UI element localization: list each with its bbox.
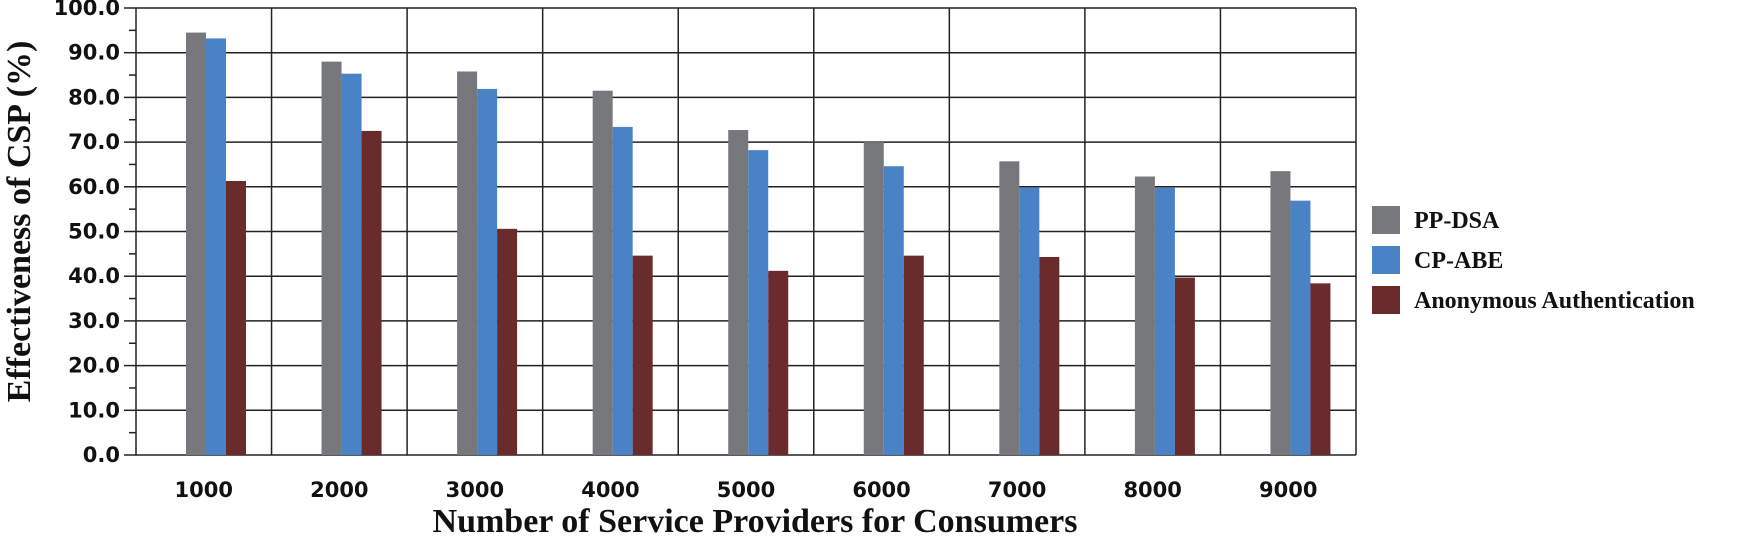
bar xyxy=(1310,283,1331,455)
bar xyxy=(1134,176,1155,456)
x-tick-label: 9000 xyxy=(1259,478,1317,502)
bar xyxy=(748,150,769,455)
y-tick-label: 10.0 xyxy=(68,398,120,422)
x-tick-label: 1000 xyxy=(175,478,233,502)
bar xyxy=(1174,277,1195,455)
y-tick-label: 60.0 xyxy=(68,175,120,199)
legend-label: Anonymous Authentication xyxy=(1414,288,1695,314)
y-axis-title: Effectiveness of CSP (%) xyxy=(1,41,38,403)
bar xyxy=(457,71,478,455)
bar xyxy=(497,228,518,455)
x-tick-label: 6000 xyxy=(852,478,910,502)
bar xyxy=(1039,256,1060,455)
bar xyxy=(341,73,362,456)
bar xyxy=(1019,187,1040,455)
x-tick-label: 7000 xyxy=(988,478,1046,502)
y-tick-label: 30.0 xyxy=(68,309,120,333)
bars xyxy=(186,32,1331,456)
bar xyxy=(1270,171,1291,455)
y-tick-label: 90.0 xyxy=(68,41,120,65)
legend: PP-DSA CP-ABE Anonymous Authentication xyxy=(1372,206,1695,314)
bar xyxy=(728,130,749,455)
bar xyxy=(903,255,924,455)
bar xyxy=(883,166,904,455)
x-tick-label: 3000 xyxy=(446,478,504,502)
bar xyxy=(1154,187,1175,455)
x-axis-title: Number of Service Providers for Consumer… xyxy=(433,503,1078,536)
legend-swatch xyxy=(1372,206,1400,234)
bar xyxy=(206,38,226,456)
x-tick-label: 2000 xyxy=(310,478,368,502)
y-tick-label: 20.0 xyxy=(68,354,120,378)
bar xyxy=(592,90,613,455)
y-tick-label: 40.0 xyxy=(68,264,120,288)
x-tick-label: 5000 xyxy=(717,478,775,502)
y-tick-label: 0.0 xyxy=(83,443,120,467)
bar xyxy=(612,126,633,455)
legend-label: PP-DSA xyxy=(1414,208,1500,234)
y-tick-label: 100.0 xyxy=(54,0,120,20)
y-tick-label: 50.0 xyxy=(68,220,120,244)
x-tick-label: 8000 xyxy=(1123,478,1181,502)
y-tick-label: 80.0 xyxy=(68,85,120,109)
bar xyxy=(186,32,206,456)
y-tick-label: 70.0 xyxy=(68,130,120,154)
axes: 0.0 10.0 20.0 30.0 40.0 50.0 60.0 70.0 80.0 90.0 1… xyxy=(54,0,1318,502)
bar xyxy=(632,255,653,455)
legend-swatch xyxy=(1372,286,1400,314)
bar xyxy=(361,130,382,456)
bar xyxy=(226,180,246,455)
bar xyxy=(768,270,789,455)
bar xyxy=(863,142,884,455)
legend-swatch xyxy=(1372,246,1400,274)
x-tick-label: 4000 xyxy=(581,478,639,502)
bar xyxy=(321,61,342,455)
bar xyxy=(1290,200,1311,455)
bar xyxy=(999,161,1020,456)
bar xyxy=(477,88,498,456)
legend-label: CP-ABE xyxy=(1414,248,1503,274)
